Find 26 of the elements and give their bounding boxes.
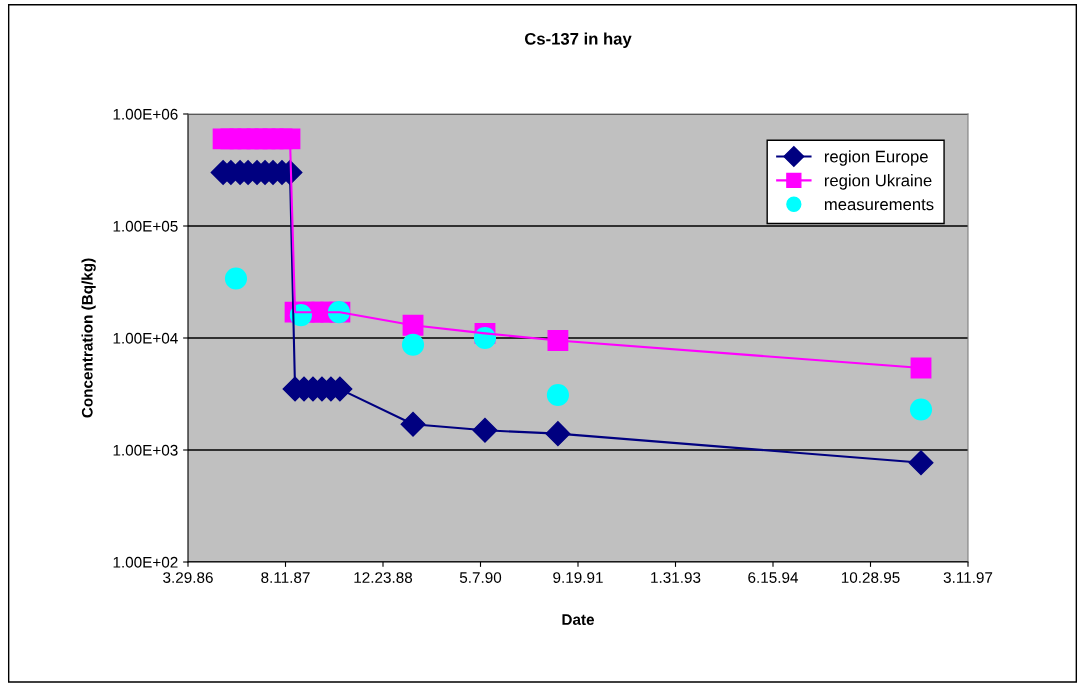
y-tick-label: 1.00E+04 <box>113 332 178 344</box>
x-tick-label: 3.11.97 <box>943 572 993 583</box>
legend-label: region Ukraine <box>824 174 932 190</box>
y-axis-title: Concentration (Bq/kg) <box>81 258 96 418</box>
y-tick-label: 1.00E+02 <box>113 556 178 568</box>
x-tick-label: 3.29.86 <box>163 572 213 583</box>
legend-label: measurements <box>824 199 934 211</box>
x-axis-title: Date <box>562 614 595 625</box>
point <box>908 450 934 476</box>
point <box>547 330 569 351</box>
x-tick-label: 6.15.94 <box>748 572 799 583</box>
x-tick-label: 10.28.95 <box>841 572 900 583</box>
x-tick-label: 12.23.88 <box>354 572 413 583</box>
x-tick-label: 1.31.93 <box>651 572 701 583</box>
y-tick-label: 1.00E+05 <box>113 220 178 232</box>
x-tick-label: 5.7.90 <box>459 572 502 583</box>
legend-label: region Europe <box>824 150 928 166</box>
y-tick-label: 1.00E+03 <box>113 444 178 456</box>
point <box>224 267 248 290</box>
chart-title: Cs-137 in hay <box>524 32 632 49</box>
point <box>546 383 569 407</box>
x-tick-label: 8.11.87 <box>261 572 310 583</box>
point <box>401 333 425 356</box>
x-tick-label: 9.19.91 <box>553 572 603 583</box>
y-tick-label: 1.00E+06 <box>113 108 178 120</box>
point <box>909 398 933 421</box>
